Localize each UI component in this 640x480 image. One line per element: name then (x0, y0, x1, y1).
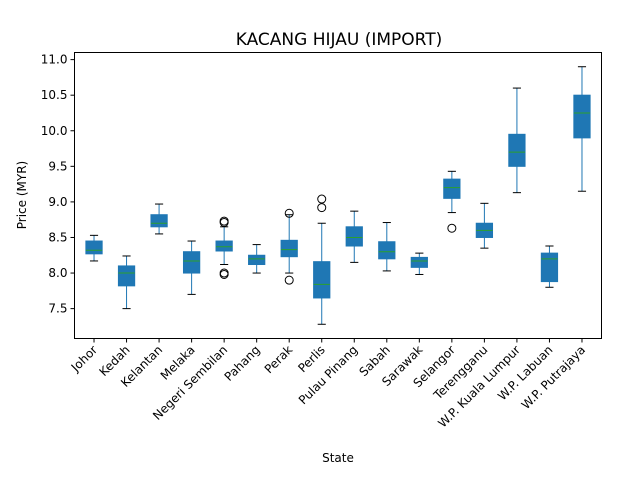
x-tick-label: Perak (262, 343, 296, 377)
box-1 (117, 255, 136, 310)
y-tick-label: 10.5 (41, 88, 68, 102)
box-iqr (150, 214, 168, 228)
box-iqr (443, 178, 461, 199)
box-13 (508, 87, 526, 194)
box-6 (280, 208, 298, 285)
plot-area (85, 66, 591, 325)
box-7 (313, 194, 331, 325)
y-tick-label: 10.0 (41, 124, 68, 138)
box-3 (182, 240, 201, 295)
box-iqr (410, 256, 428, 268)
x-axis-label: State (322, 451, 354, 465)
axes-frame (74, 52, 602, 339)
y-axis-label: Price (MYR) (15, 161, 29, 229)
box-iqr (280, 239, 298, 258)
box-14 (540, 245, 559, 288)
box-iqr (313, 261, 331, 299)
box-10 (410, 252, 428, 275)
y-axis: 7.5 8.0 8.5 9.0 9.5 10.0 10.5 11.0 (41, 53, 75, 316)
box-11 (443, 170, 461, 233)
y-tick-label: 7.5 (48, 302, 67, 316)
box-iqr (508, 133, 526, 167)
y-tick-label: 9.0 (48, 195, 67, 209)
box-iqr (345, 226, 363, 247)
flier-point (284, 275, 294, 285)
box-iqr (85, 240, 103, 255)
flier-point (317, 203, 327, 213)
box-iqr (573, 94, 591, 139)
box-iqr (117, 265, 136, 287)
flier-point (284, 208, 294, 218)
box-5 (248, 244, 266, 274)
y-tick-label: 8.5 (48, 230, 67, 244)
box-iqr (378, 241, 396, 260)
box-9 (378, 222, 396, 272)
x-tick-label: Pulau Pinang (296, 343, 361, 408)
flier-point (317, 194, 327, 204)
flier-point (219, 268, 229, 278)
y-tick-label: 9.5 (48, 159, 67, 173)
y-tick-label: 8.0 (48, 266, 67, 280)
chart-title: KACANG HIJAU (IMPORT) (236, 30, 443, 50)
box-12 (475, 202, 494, 249)
box-4 (215, 216, 233, 279)
x-tick-label: Johor (68, 343, 100, 375)
box-2 (150, 203, 168, 235)
flier-point (447, 223, 457, 233)
box-iqr (248, 254, 266, 266)
x-tick-label: Pahang (222, 343, 263, 384)
box-15 (573, 66, 591, 192)
box-0 (85, 234, 103, 262)
box-iqr (215, 240, 233, 252)
box-8 (345, 210, 363, 263)
box-iqr (540, 252, 559, 283)
flier-point (219, 216, 229, 226)
box-iqr (182, 251, 201, 274)
y-tick-label: 11.0 (41, 53, 68, 67)
